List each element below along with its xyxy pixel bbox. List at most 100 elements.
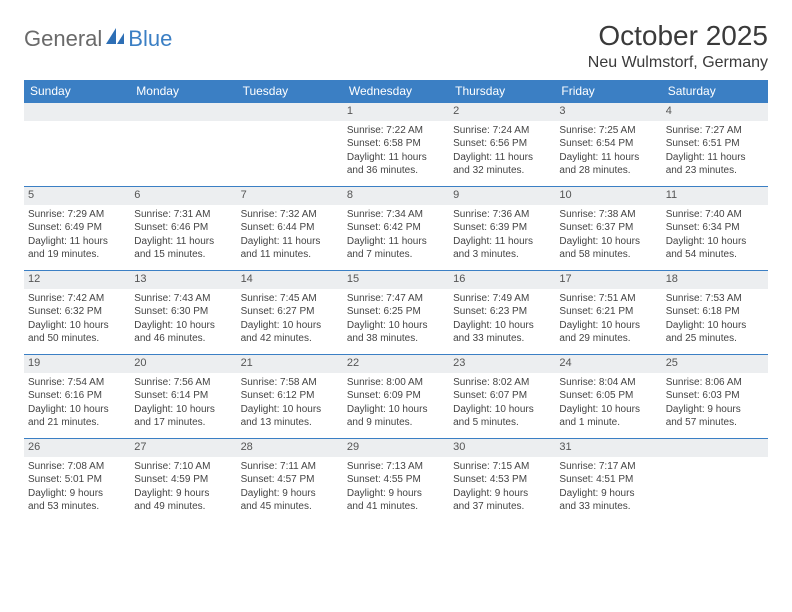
day-number-cell: 28 [237, 439, 343, 457]
title-block: October 2025 Neu Wulmstorf, Germany [588, 20, 768, 72]
sunset-text: Sunset: 6:18 PM [666, 305, 764, 319]
daylight-line2: and 41 minutes. [347, 500, 445, 514]
day-number-cell: 12 [24, 271, 130, 289]
daylight-line2: and 17 minutes. [134, 416, 232, 430]
info-row: Sunrise: 7:29 AMSunset: 6:49 PMDaylight:… [24, 205, 768, 271]
day-number: 19 [28, 357, 40, 369]
daylight-line1: Daylight: 9 hours [241, 487, 339, 501]
sunset-text: Sunset: 5:01 PM [28, 473, 126, 487]
page-title: October 2025 [588, 20, 768, 52]
daylight-line1: Daylight: 9 hours [134, 487, 232, 501]
day-info-cell: Sunrise: 8:06 AMSunset: 6:03 PMDaylight:… [662, 373, 768, 439]
day-number: 1 [347, 105, 353, 117]
day-number: 15 [347, 273, 359, 285]
day-number-cell: 27 [130, 439, 236, 457]
daylight-line2: and 33 minutes. [453, 332, 551, 346]
day-info-cell: Sunrise: 7:24 AMSunset: 6:56 PMDaylight:… [449, 121, 555, 187]
day-info-cell: Sunrise: 7:49 AMSunset: 6:23 PMDaylight:… [449, 289, 555, 355]
day-number-cell [24, 103, 130, 121]
sunrise-text: Sunrise: 7:51 AM [559, 292, 657, 306]
daylight-line2: and 38 minutes. [347, 332, 445, 346]
day-info-cell [237, 121, 343, 187]
info-row: Sunrise: 7:08 AMSunset: 5:01 PM Daylight:… [24, 457, 768, 523]
day-header: Tuesday [237, 80, 343, 103]
sunrise-text: Sunrise: 7:08 AM [28, 460, 126, 474]
sunset-text: Sunset: 6:51 PM [666, 137, 764, 151]
daylight-line2: and 50 minutes. [28, 332, 126, 346]
day-info-cell: Sunrise: 7:38 AMSunset: 6:37 PMDaylight:… [555, 205, 661, 271]
sunset-text: Sunset: 6:12 PM [241, 389, 339, 403]
daylight-line1: Daylight: 11 hours [453, 235, 551, 249]
day-number: 22 [347, 357, 359, 369]
daylight-line2: and 46 minutes. [134, 332, 232, 346]
day-info-cell: Sunrise: 7:15 AMSunset: 4:53 PMDaylight:… [449, 457, 555, 523]
daylight-line1: Daylight: 10 hours [347, 319, 445, 333]
day-info-cell: Sunrise: 7:25 AMSunset: 6:54 PMDaylight:… [555, 121, 661, 187]
day-number-cell: 10 [555, 187, 661, 205]
day-number-cell: 23 [449, 355, 555, 373]
day-info-cell: Sunrise: 7:42 AMSunset: 6:32 PMDaylight:… [24, 289, 130, 355]
header: General Blue October 2025 Neu Wulmstorf,… [24, 20, 768, 72]
daylight-line2: and 21 minutes. [28, 416, 126, 430]
day-number: 9 [453, 189, 459, 201]
day-number-cell: 29 [343, 439, 449, 457]
daylight-line1: Daylight: 10 hours [134, 319, 232, 333]
day-info-cell: Sunrise: 7:51 AMSunset: 6:21 PMDaylight:… [555, 289, 661, 355]
day-number-cell: 17 [555, 271, 661, 289]
daylight-line1: Daylight: 11 hours [347, 151, 445, 165]
daylight-line1: Daylight: 10 hours [134, 403, 232, 417]
day-info-cell [24, 121, 130, 187]
sunset-text: Sunset: 6:23 PM [453, 305, 551, 319]
day-number: 23 [453, 357, 465, 369]
sunrise-text: Sunrise: 7:34 AM [347, 208, 445, 222]
day-info-cell: Sunrise: 7:17 AMSunset: 4:51 PMDaylight:… [555, 457, 661, 523]
daylight-line2: and 23 minutes. [666, 164, 764, 178]
day-number-cell: 13 [130, 271, 236, 289]
sunset-text: Sunset: 6:27 PM [241, 305, 339, 319]
daylight-line2: and 1 minute. [559, 416, 657, 430]
day-header: Wednesday [343, 80, 449, 103]
sunset-text: Sunset: 6:32 PM [28, 305, 126, 319]
day-info-cell: Sunrise: 7:34 AMSunset: 6:42 PMDaylight:… [343, 205, 449, 271]
day-info-cell: Sunrise: 7:32 AMSunset: 6:44 PMDaylight:… [237, 205, 343, 271]
day-number: 21 [241, 357, 253, 369]
sunrise-text: Sunrise: 7:32 AM [241, 208, 339, 222]
daylight-line2: and 37 minutes. [453, 500, 551, 514]
sunset-text: Sunset: 6:46 PM [134, 221, 232, 235]
daylight-line2: and 9 minutes. [347, 416, 445, 430]
sunrise-text: Sunrise: 7:56 AM [134, 376, 232, 390]
day-info-cell: Sunrise: 7:47 AMSunset: 6:25 PMDaylight:… [343, 289, 449, 355]
sunset-text: Sunset: 6:21 PM [559, 305, 657, 319]
sunrise-text: Sunrise: 8:04 AM [559, 376, 657, 390]
day-number: 18 [666, 273, 678, 285]
daylight-line2: and 19 minutes. [28, 248, 126, 262]
day-info-cell [662, 457, 768, 523]
day-number-cell: 9 [449, 187, 555, 205]
day-number: 24 [559, 357, 571, 369]
day-number-cell: 8 [343, 187, 449, 205]
day-number: 26 [28, 441, 40, 453]
sunset-text: Sunset: 6:42 PM [347, 221, 445, 235]
day-header: Sunday [24, 80, 130, 103]
daylight-line2: and 7 minutes. [347, 248, 445, 262]
daylight-line2: and 11 minutes. [241, 248, 339, 262]
daylight-line2: and 45 minutes. [241, 500, 339, 514]
daylight-line2: and 25 minutes. [666, 332, 764, 346]
logo: General Blue [24, 26, 172, 52]
day-number: 4 [666, 105, 672, 117]
sunset-text: Sunset: 6:49 PM [28, 221, 126, 235]
day-number-cell: 2 [449, 103, 555, 121]
day-number: 3 [559, 105, 565, 117]
sunset-text: Sunset: 4:59 PM [134, 473, 232, 487]
sunset-text: Sunset: 6:44 PM [241, 221, 339, 235]
daylight-line1: Daylight: 9 hours [453, 487, 551, 501]
day-number: 7 [241, 189, 247, 201]
day-number-cell: 14 [237, 271, 343, 289]
day-number-cell: 19 [24, 355, 130, 373]
daylight-line1: Daylight: 10 hours [453, 403, 551, 417]
day-number-cell: 4 [662, 103, 768, 121]
sunrise-text: Sunrise: 7:10 AM [134, 460, 232, 474]
sunrise-text: Sunrise: 7:42 AM [28, 292, 126, 306]
day-number-cell: 6 [130, 187, 236, 205]
day-number-cell: 21 [237, 355, 343, 373]
